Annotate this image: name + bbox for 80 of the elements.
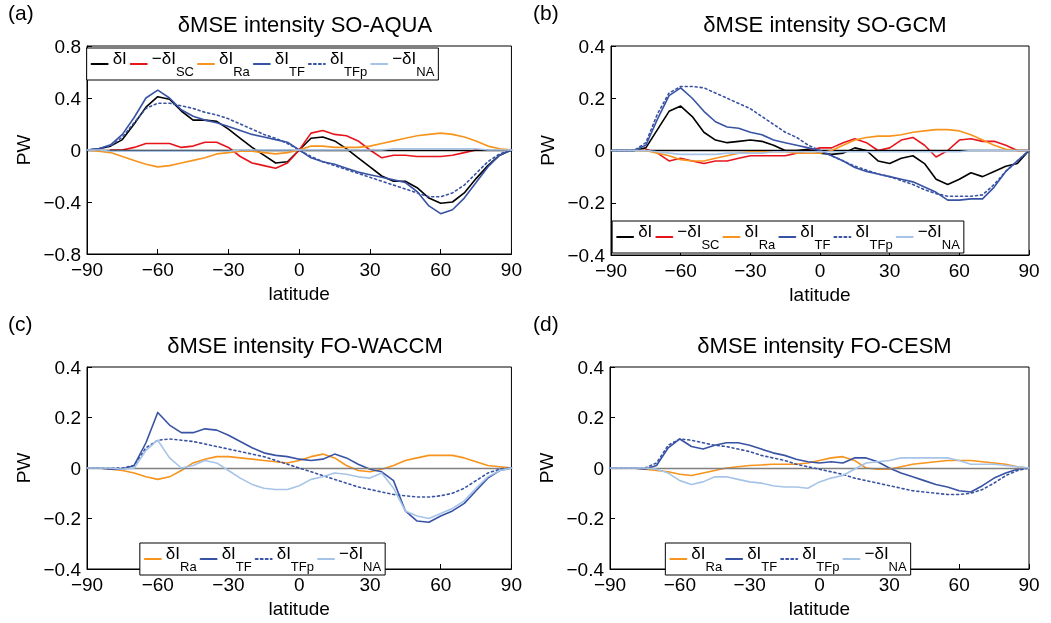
legend-label: δITF — [747, 544, 778, 574]
text: (b) — [533, 1, 559, 24]
chart-title: δMSE intensity FO-WACCM — [167, 332, 443, 358]
y-tick-label: −0.2 — [43, 508, 81, 529]
x-tick-label: −30 — [734, 260, 767, 281]
legend-label: −δINA — [339, 544, 382, 574]
legend-label: δITFp — [329, 49, 368, 79]
chart-title: δMSE intensity SO-AQUA — [177, 11, 433, 37]
legend-label: −δINA — [864, 544, 907, 574]
legend-label: δITF — [800, 222, 831, 252]
y-axis-title: PW — [535, 452, 557, 484]
legend-label: δITF — [221, 544, 252, 574]
y-tick-label: 0.4 — [577, 356, 605, 378]
legend-label: −δISC — [151, 49, 195, 79]
x-tick-label: 90 — [1018, 574, 1040, 595]
legend-label: δIRa — [691, 544, 723, 574]
x-tick-label: 90 — [500, 574, 522, 595]
legend-label: δITFp — [855, 222, 893, 252]
legend-label: δIRa — [744, 222, 777, 252]
x-tick-label: 90 — [500, 259, 522, 280]
x-tick-label: 0 — [293, 574, 305, 595]
legend-label: δI — [112, 49, 127, 68]
x-tick-label: 90 — [1018, 260, 1040, 281]
legend-label: −δINA — [917, 222, 961, 252]
x-tick-label: −60 — [141, 574, 174, 595]
x-tick-label: −60 — [141, 259, 174, 280]
legend-label: δITF — [274, 49, 305, 79]
x-tick-label: 30 — [359, 259, 381, 280]
y-tick-label: 0.4 — [54, 356, 82, 378]
text: (c) — [8, 312, 33, 335]
x-tick-label: 30 — [879, 260, 901, 281]
y-tick-label: 0 — [70, 457, 81, 479]
x-axis-title: latitude — [268, 598, 330, 619]
y-tick-label: 0.4 — [578, 35, 606, 57]
x-tick-label: −30 — [212, 574, 245, 595]
y-axis-title: PW — [12, 452, 34, 484]
text: (a) — [8, 1, 34, 24]
legend-label: −δINA — [392, 49, 435, 79]
chart-title: δMSE intensity SO-GCM — [703, 11, 947, 37]
y-tick-label: 0 — [594, 140, 605, 161]
y-tick-label: 0.4 — [54, 87, 82, 109]
y-axis-title: PW — [536, 135, 558, 166]
x-tick-label: −30 — [212, 259, 245, 280]
x-axis-title: latitude — [788, 598, 851, 619]
legend-label: −δISC — [677, 222, 720, 252]
y-tick-label: −0.4 — [43, 558, 82, 580]
x-tick-label: 0 — [293, 259, 305, 280]
x-axis-title: latitude — [268, 283, 330, 304]
x-tick-label: −30 — [733, 574, 766, 595]
x-tick-label: 30 — [878, 574, 900, 595]
legend-label: δIRa — [165, 544, 198, 574]
x-tick-label: 0 — [814, 260, 826, 281]
chart-title: δMSE intensity FO-CESM — [697, 332, 952, 358]
x-axis-title: latitude — [789, 284, 851, 305]
x-tick-label: 30 — [359, 574, 381, 595]
x-tick-label: −60 — [663, 574, 696, 595]
y-tick-label: −0.4 — [43, 191, 82, 213]
y-tick-label: 0.2 — [577, 407, 604, 428]
y-tick-label: 0 — [70, 139, 81, 161]
y-tick-label: 0 — [593, 457, 604, 479]
x-tick-label: 0 — [814, 574, 825, 595]
y-tick-label: −0.2 — [566, 508, 604, 529]
legend-label: δIRa — [219, 49, 251, 79]
y-tick-label: −0.4 — [566, 558, 605, 580]
y-tick-label: −0.8 — [43, 243, 81, 265]
y-tick-label: 0.2 — [578, 87, 605, 109]
x-tick-label: 60 — [948, 260, 970, 281]
y-axis-title: PW — [12, 134, 34, 166]
x-tick-label: −60 — [664, 260, 697, 281]
y-tick-label: 0.8 — [54, 35, 81, 57]
legend-label: δI — [638, 222, 653, 241]
y-tick-label: 0.2 — [54, 407, 81, 428]
legend-label: δITFp — [276, 544, 315, 574]
x-tick-label: 60 — [430, 574, 452, 595]
x-tick-label: 60 — [430, 259, 452, 280]
y-tick-label: −0.2 — [567, 192, 605, 214]
x-tick-label: 60 — [948, 574, 970, 595]
legend-label: δITFp — [802, 544, 840, 574]
text: (d) — [533, 312, 559, 335]
y-tick-label: −0.4 — [567, 244, 606, 266]
